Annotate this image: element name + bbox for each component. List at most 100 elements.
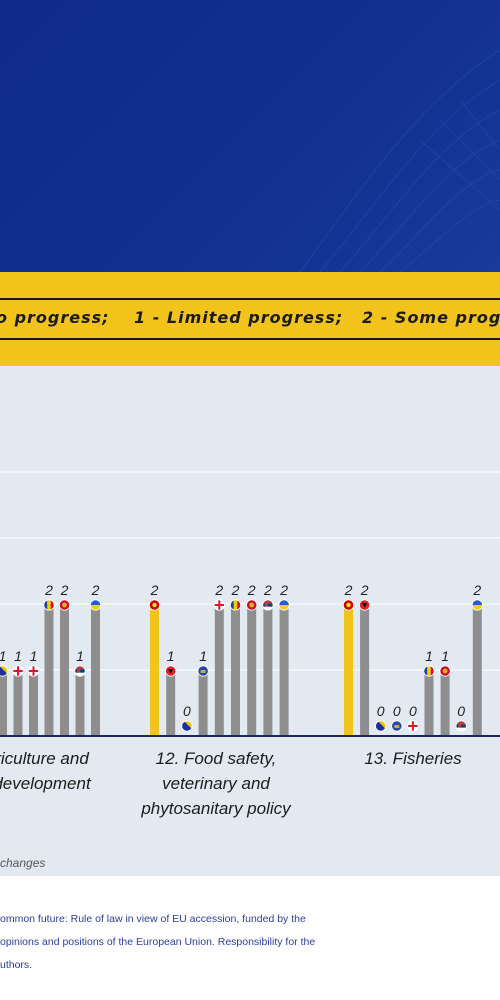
flag-outline (423, 665, 435, 677)
flag-xk-icon (197, 665, 209, 677)
bar-value-label: 1 (167, 648, 175, 664)
bar (44, 604, 54, 736)
flag-mda-icon (43, 599, 55, 611)
flag-outline (391, 720, 403, 732)
flag-srb-icon (456, 720, 467, 732)
flag-bih-icon (0, 665, 8, 677)
bar (214, 604, 224, 736)
flag-outline (358, 599, 371, 611)
flag-srb-icon (74, 665, 86, 677)
flag-outline (278, 599, 290, 611)
bar (424, 670, 434, 736)
flag-mne-icon (439, 665, 451, 677)
flag-outline (439, 665, 451, 677)
bar-value-label: 2 (60, 582, 69, 598)
flag-bih-icon (375, 720, 386, 732)
bar-value-label: 2 (472, 582, 481, 598)
flag-outline (375, 720, 387, 732)
bar-value-label: 1 (199, 648, 207, 664)
bar-value-label: 2 (247, 582, 256, 598)
flag-mkd-icon (149, 599, 160, 611)
bar (91, 604, 100, 736)
bar-value-label: 1 (76, 648, 84, 664)
bar (263, 604, 273, 736)
flag-mne-icon (246, 599, 257, 611)
bar-value-label: 2 (231, 582, 240, 598)
header-decoration (299, 49, 500, 272)
bar-value-label: 1 (425, 648, 433, 664)
flag-ukr-icon (472, 599, 483, 611)
flag-outline (43, 599, 55, 611)
flag-geo-icon (214, 599, 225, 611)
legend-item-2: 2 - Some prog (362, 308, 500, 327)
bar (279, 604, 289, 736)
header-banner (0, 0, 500, 272)
flag-outline (407, 720, 419, 732)
flag-outline (181, 720, 193, 732)
flag-geo-icon (407, 720, 419, 732)
bar-value-label: 2 (44, 582, 53, 598)
bar (344, 604, 353, 736)
bar-value-label: 2 (150, 582, 159, 598)
bar-value-label: 0 (409, 703, 417, 719)
flag-outline (148, 599, 161, 611)
flag-alb-icon (165, 665, 176, 677)
credits-line-1: opinions and positions of the European U… (0, 936, 316, 948)
credits-line-2: uthors. (0, 959, 33, 971)
bar-value-label: 0 (393, 703, 401, 719)
bar-value-label: 0 (377, 703, 385, 719)
bar-value-label: 0 (457, 703, 465, 719)
bar (198, 670, 208, 736)
bar (166, 670, 176, 736)
flag-outline (229, 599, 242, 611)
credits-line-0: ommon future: Rule of law in view of EU … (0, 913, 306, 925)
category-label: 12. Food safety, (156, 749, 277, 768)
flag-outline (262, 599, 274, 611)
flag-ukr-icon (278, 599, 290, 611)
category-label: development (0, 774, 92, 793)
category-label: veterinary and (162, 774, 270, 793)
bar-value-label: 2 (360, 582, 369, 598)
bar-value-label: 2 (91, 582, 100, 598)
bar (150, 604, 159, 736)
credits: ommon future: Rule of law in view of EU … (0, 908, 500, 977)
flag-mda-icon (230, 599, 241, 611)
flag-outline (12, 665, 24, 677)
category-label: phytosanitary policy (140, 799, 292, 818)
flag-alb-icon (359, 599, 370, 611)
flag-mkd-icon (343, 599, 354, 611)
flag-outline (197, 665, 209, 677)
flag-geo-cross-icon (28, 665, 39, 677)
bar-value-label: 2 (263, 582, 272, 598)
legend-bar: o progress; 1 - Limited progress; 2 - So… (0, 298, 500, 340)
bar-chart: 1112212riculture anddevelopment210122222… (0, 471, 500, 818)
flag-outline (58, 599, 71, 611)
flag-outline (165, 665, 177, 677)
flag-outline (0, 665, 9, 677)
bar (360, 604, 370, 736)
bar (247, 604, 257, 736)
bar-value-label: 2 (279, 582, 288, 598)
bar-value-label: 2 (344, 582, 353, 598)
bar (440, 670, 450, 736)
flag-geo-icon (12, 665, 24, 677)
footnote: changes (0, 856, 46, 870)
bar (29, 670, 38, 736)
bar-value-label: 1 (441, 648, 449, 664)
flag-outline (74, 665, 86, 677)
flag-ukr-icon (90, 599, 101, 611)
bar-value-label: 0 (183, 703, 191, 719)
flag-bih-icon (181, 720, 193, 732)
category-label: 13. Fisheries (364, 749, 462, 768)
flag-outline (246, 599, 258, 611)
bar-value-label: 1 (14, 648, 22, 664)
bar (60, 604, 69, 736)
flag-mda-icon (423, 665, 435, 677)
flag-outline (89, 599, 102, 611)
flag-outline (342, 599, 355, 611)
bar-value-label: 1 (0, 648, 6, 664)
flag-outline (471, 599, 483, 611)
flag-outline (455, 720, 467, 732)
flag-outline (213, 599, 225, 611)
flag-xk-icon (391, 720, 402, 732)
